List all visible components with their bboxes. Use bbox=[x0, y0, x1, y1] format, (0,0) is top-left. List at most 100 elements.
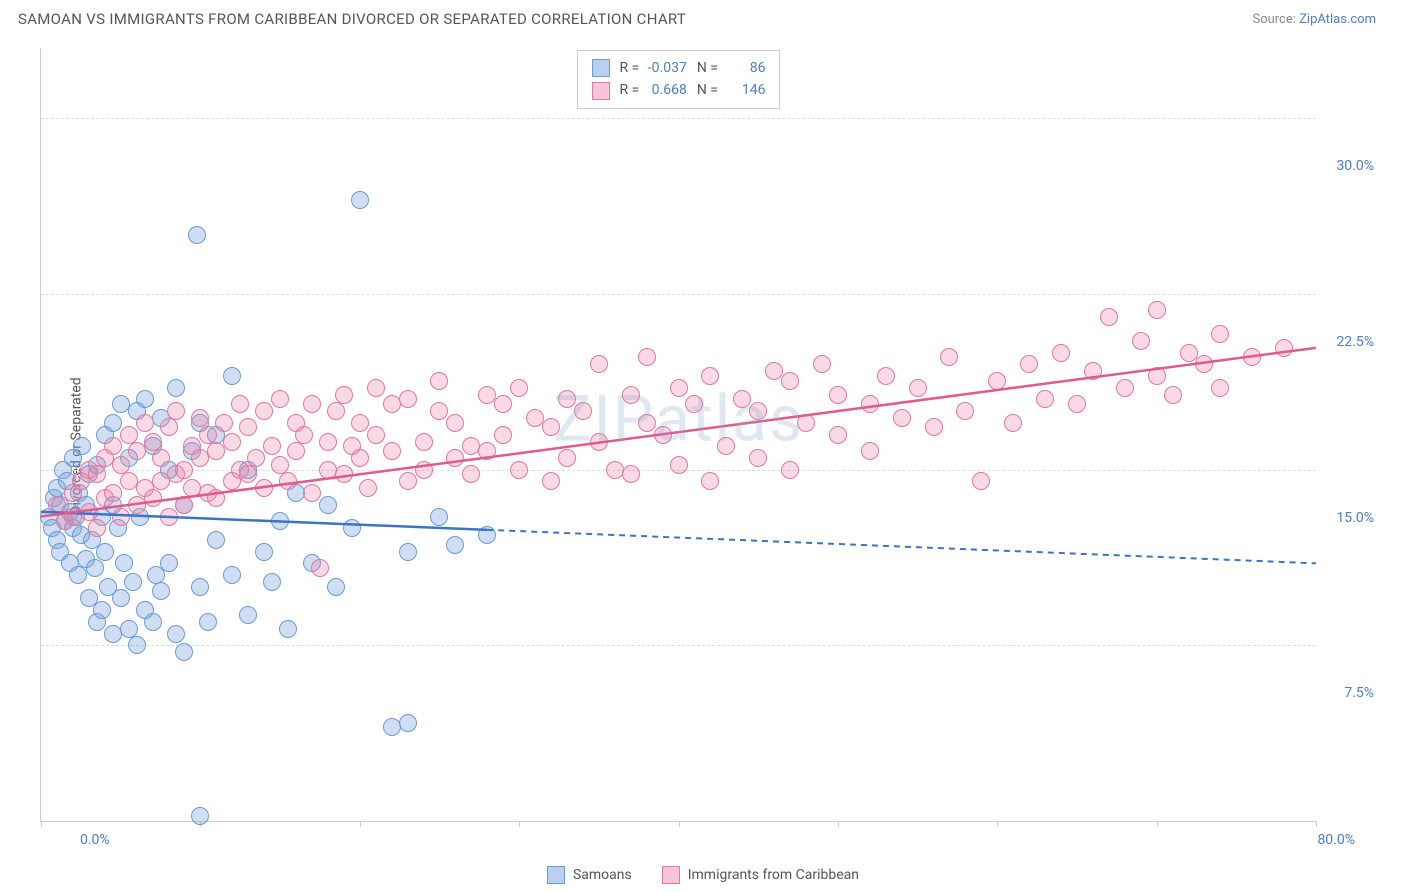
data-point bbox=[542, 418, 560, 436]
data-point bbox=[909, 379, 927, 397]
data-point bbox=[956, 402, 974, 420]
data-point bbox=[1004, 414, 1022, 432]
data-point bbox=[223, 367, 241, 385]
data-point bbox=[1116, 379, 1134, 397]
data-point bbox=[207, 442, 225, 460]
data-point bbox=[654, 426, 672, 444]
x-tick bbox=[1157, 821, 1158, 827]
y-tick-label: 30.0% bbox=[1336, 158, 1374, 174]
grid-line bbox=[41, 645, 1316, 646]
data-point bbox=[271, 512, 289, 530]
data-point bbox=[1164, 386, 1182, 404]
data-point bbox=[351, 414, 369, 432]
data-point bbox=[152, 582, 170, 600]
data-point bbox=[813, 355, 831, 373]
data-point bbox=[104, 484, 122, 502]
data-point bbox=[383, 442, 401, 460]
data-point bbox=[861, 395, 879, 413]
data-point bbox=[558, 449, 576, 467]
data-point bbox=[670, 379, 688, 397]
data-point bbox=[494, 395, 512, 413]
data-point bbox=[399, 543, 417, 561]
data-point bbox=[112, 589, 130, 607]
data-point bbox=[574, 402, 592, 420]
data-point bbox=[327, 578, 345, 596]
data-point bbox=[877, 367, 895, 385]
data-point bbox=[303, 395, 321, 413]
data-point bbox=[88, 465, 106, 483]
data-point bbox=[717, 437, 735, 455]
data-point bbox=[749, 402, 767, 420]
legend-correlation-box: R = -0.037N = 86R = 0.668N = 146 bbox=[577, 50, 781, 109]
data-point bbox=[685, 395, 703, 413]
data-point bbox=[1243, 348, 1261, 366]
data-point bbox=[1148, 367, 1166, 385]
data-point bbox=[88, 519, 106, 537]
data-point bbox=[279, 620, 297, 638]
legend-series: SamoansImmigrants from Caribbean bbox=[547, 866, 859, 884]
data-point bbox=[861, 442, 879, 460]
x-tick bbox=[41, 821, 42, 827]
data-point bbox=[1020, 355, 1038, 373]
data-point bbox=[199, 613, 217, 631]
data-point bbox=[48, 496, 66, 514]
x-tick-label: 80.0% bbox=[1317, 832, 1355, 848]
x-tick bbox=[679, 821, 680, 827]
data-point bbox=[478, 442, 496, 460]
y-tick-label: 15.0% bbox=[1336, 510, 1374, 526]
data-point bbox=[590, 355, 608, 373]
data-point bbox=[335, 386, 353, 404]
data-point bbox=[191, 807, 209, 825]
data-point bbox=[343, 519, 361, 537]
data-point bbox=[128, 442, 146, 460]
data-point bbox=[255, 543, 273, 561]
data-point bbox=[144, 613, 162, 631]
data-point bbox=[590, 433, 608, 451]
data-point bbox=[399, 390, 417, 408]
source-link[interactable]: ZipAtlas.com bbox=[1299, 12, 1376, 27]
data-point bbox=[367, 379, 385, 397]
plot-area: ZIPatlas R = -0.037N = 86R = 0.668N = 14… bbox=[40, 48, 1316, 822]
data-point bbox=[247, 449, 265, 467]
data-point bbox=[104, 414, 122, 432]
data-point bbox=[1275, 339, 1293, 357]
data-point bbox=[446, 414, 464, 432]
data-point bbox=[446, 536, 464, 554]
data-point bbox=[175, 461, 193, 479]
data-point bbox=[670, 456, 688, 474]
data-point bbox=[1068, 395, 1086, 413]
x-tick bbox=[519, 821, 520, 827]
data-point bbox=[415, 461, 433, 479]
data-point bbox=[1132, 332, 1150, 350]
data-point bbox=[287, 442, 305, 460]
data-point bbox=[69, 566, 87, 584]
data-point bbox=[351, 449, 369, 467]
x-tick-label: 0.0% bbox=[80, 832, 110, 848]
x-tick bbox=[360, 821, 361, 827]
data-point bbox=[104, 437, 122, 455]
data-point bbox=[1036, 390, 1054, 408]
data-point bbox=[124, 573, 142, 591]
data-point bbox=[167, 402, 185, 420]
data-point bbox=[430, 372, 448, 390]
legend-label: Immigrants from Caribbean bbox=[688, 867, 859, 883]
data-point bbox=[120, 620, 138, 638]
source-attribution: Source: ZipAtlas.com bbox=[1252, 12, 1376, 27]
data-point bbox=[271, 390, 289, 408]
data-point bbox=[319, 433, 337, 451]
data-point bbox=[335, 465, 353, 483]
data-point bbox=[255, 479, 273, 497]
data-point bbox=[494, 426, 512, 444]
y-tick-label: 7.5% bbox=[1344, 685, 1374, 701]
data-point bbox=[175, 643, 193, 661]
grid-line bbox=[41, 118, 1316, 119]
data-point bbox=[144, 489, 162, 507]
data-point bbox=[1180, 344, 1198, 362]
legend-swatch bbox=[592, 59, 610, 77]
data-point bbox=[415, 433, 433, 451]
data-point bbox=[478, 526, 496, 544]
data-point bbox=[207, 531, 225, 549]
data-point bbox=[303, 484, 321, 502]
data-point bbox=[175, 496, 193, 514]
data-point bbox=[295, 426, 313, 444]
